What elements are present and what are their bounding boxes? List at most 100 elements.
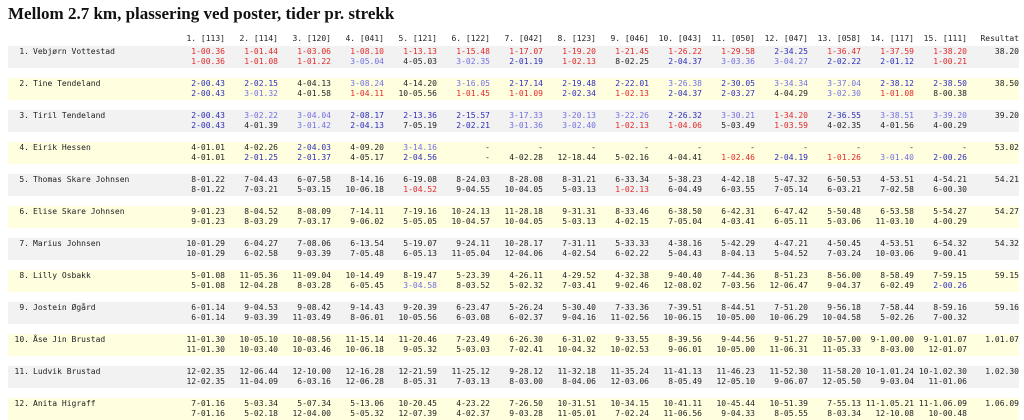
split-time: 9-33.55 <box>596 334 649 345</box>
split-time: 5-38.23 <box>649 174 702 185</box>
leg-time: 2-04.37 <box>649 89 702 100</box>
split-time: 7-31.11 <box>543 238 596 249</box>
split-time: 3-08.24 <box>331 78 384 89</box>
runner-leg-row: 4-01.01 2-01.25 2-01.37 4-05.17 2-04.56-4-02… <box>8 153 1019 164</box>
leg-time: 7-05.14 <box>755 185 808 196</box>
leg-time: 2-04.56 <box>384 153 437 164</box>
leg-time: 9-06.01 <box>649 345 702 356</box>
split-time: 5-30.40 <box>543 302 596 313</box>
leg-time: 7-03.24 <box>808 249 861 260</box>
leg-time: 11-05.33 <box>808 345 861 356</box>
leg-time: 8-00.38 <box>914 89 967 100</box>
leg-time: 6-00.30 <box>914 185 967 196</box>
split-time: 3-22.26 <box>596 110 649 121</box>
leg-time: 5-03.15 <box>278 185 331 196</box>
split-time: 8-56.00 <box>808 270 861 281</box>
runner-leg-row: 10-01.29 6-02.58 9-03.39 7-05.48 6-05.13 11-0… <box>8 249 1019 260</box>
empty-cell <box>8 281 172 292</box>
leg-time: 12-06.47 <box>755 281 808 292</box>
runner-row: 2. Tine Tendeland 2-00.43 2-02.15 4-04.13 3-0… <box>8 78 1019 89</box>
leg-time: 5-03.13 <box>543 185 596 196</box>
split-time: 9-08.42 <box>278 302 331 313</box>
split-time: 10-1.01.24 <box>861 366 914 377</box>
split-time: 11-58.20 <box>808 366 861 377</box>
empty-cell <box>8 121 172 132</box>
runner-leg-row: 2-00.43 4-01.39 3-01.42 2-04.13 7-05.19 2-02.… <box>8 121 1019 132</box>
leg-time: 12-08.02 <box>649 281 702 292</box>
split-time: 1-34.20 <box>755 110 808 121</box>
leg-time: 9-06.07 <box>755 377 808 388</box>
split-time: 2-22.01 <box>596 78 649 89</box>
leg-time: 6-03.55 <box>702 185 755 196</box>
runner-row: 1. Vebjørn Vottestad 1-00.36 1-01.44 1-03.06… <box>8 46 1019 57</box>
leg-time: 6-04.49 <box>649 185 702 196</box>
leg-time: 9-03.28 <box>490 409 543 420</box>
split-time: 7-58.44 <box>861 302 914 313</box>
runner-place: 7. <box>19 239 29 248</box>
leg-time: 2-00.43 <box>172 89 225 100</box>
row-spacer <box>8 68 1019 78</box>
leg-time: 10-06.18 <box>331 185 384 196</box>
split-time: - <box>702 142 755 153</box>
leg-time: 11-02.56 <box>596 313 649 324</box>
leg-time: 10-05.00 <box>702 313 755 324</box>
leg-time: 4-05.17 <box>331 153 384 164</box>
leg-time: 1-01.26 <box>808 153 861 164</box>
runner-name-cell: 6. Elise Skare Johnsen <box>8 206 172 217</box>
leg-time: 6-02.58 <box>225 249 278 260</box>
leg-time: 9-04.37 <box>808 281 861 292</box>
leg-time: 8-05.55 <box>755 409 808 420</box>
split-time: 8-44.51 <box>702 302 755 313</box>
leg-time: - <box>437 153 490 164</box>
runner-name: Marius Johnsen <box>33 239 101 248</box>
split-time: 8-08.09 <box>278 206 331 217</box>
split-time: 9-14.43 <box>331 302 384 313</box>
leg-time: 2-01.37 <box>278 153 331 164</box>
split-time: - <box>596 142 649 153</box>
split-time: 11-01.30 <box>172 334 225 345</box>
split-time: - <box>861 142 914 153</box>
runner-place: 8. <box>19 271 29 280</box>
runner-name-cell: 4. Eirik Hessen <box>8 142 172 153</box>
split-time: 7-26.50 <box>490 398 543 409</box>
empty-cell <box>967 185 1019 196</box>
empty-cell <box>967 345 1019 356</box>
empty-cell <box>967 217 1019 228</box>
split-time: 7-51.20 <box>755 302 808 313</box>
split-time: 9-44.56 <box>702 334 755 345</box>
empty-cell <box>967 409 1019 420</box>
leg-time: 3-01.36 <box>490 121 543 132</box>
runner-name-cell: 8. Lilly Osbakk <box>8 270 172 281</box>
runner-leg-row: 8-01.22 7-03.21 5-03.15 10-06.18 1-04.52 9-04… <box>8 185 1019 196</box>
column-header-control: 12. [047] <box>764 33 808 43</box>
runner-row: 8. Lilly Osbakk 5-01.08 11-05.36 11-09.04 10-… <box>8 270 1019 281</box>
leg-time: 1-04.11 <box>331 89 384 100</box>
split-time: 10-05.10 <box>225 334 278 345</box>
leg-time: 4-04.29 <box>755 89 808 100</box>
split-time: 4-42.18 <box>702 174 755 185</box>
split-time: 1-26.22 <box>649 46 702 57</box>
leg-time: 7-00.32 <box>914 313 967 324</box>
split-time: 5-50.48 <box>808 206 861 217</box>
runner-name-cell: 11. Ludvik Brustad <box>8 366 172 377</box>
leg-time: 4-01.58 <box>278 89 331 100</box>
leg-time: 4-05.03 <box>384 57 437 68</box>
leg-time: 5-05.05 <box>384 217 437 228</box>
leg-time: 7-03.13 <box>437 377 490 388</box>
split-time: 9-04.53 <box>225 302 278 313</box>
leg-time: 6-03.08 <box>437 313 490 324</box>
results-table: 1. [113] 2. [114] 3. [120] 4. [041] 5. [121]… <box>8 30 1019 420</box>
leg-time: 6-03.16 <box>278 377 331 388</box>
leg-time: 7-03.41 <box>543 281 596 292</box>
split-time: 4-04.13 <box>278 78 331 89</box>
split-time: - <box>649 142 702 153</box>
split-time: 8-24.03 <box>437 174 490 185</box>
result-time: 38.50 <box>967 78 1019 89</box>
split-time: 11-52.30 <box>755 366 808 377</box>
runner-row: 7. Marius Johnsen 10-01.29 6-04.27 7-08.06 6-… <box>8 238 1019 249</box>
split-time: 7-01.16 <box>172 398 225 409</box>
empty-cell <box>967 281 1019 292</box>
result-time: 39.20 <box>967 110 1019 121</box>
runner-name-cell: 7. Marius Johnsen <box>8 238 172 249</box>
split-time: 6-13.54 <box>331 238 384 249</box>
